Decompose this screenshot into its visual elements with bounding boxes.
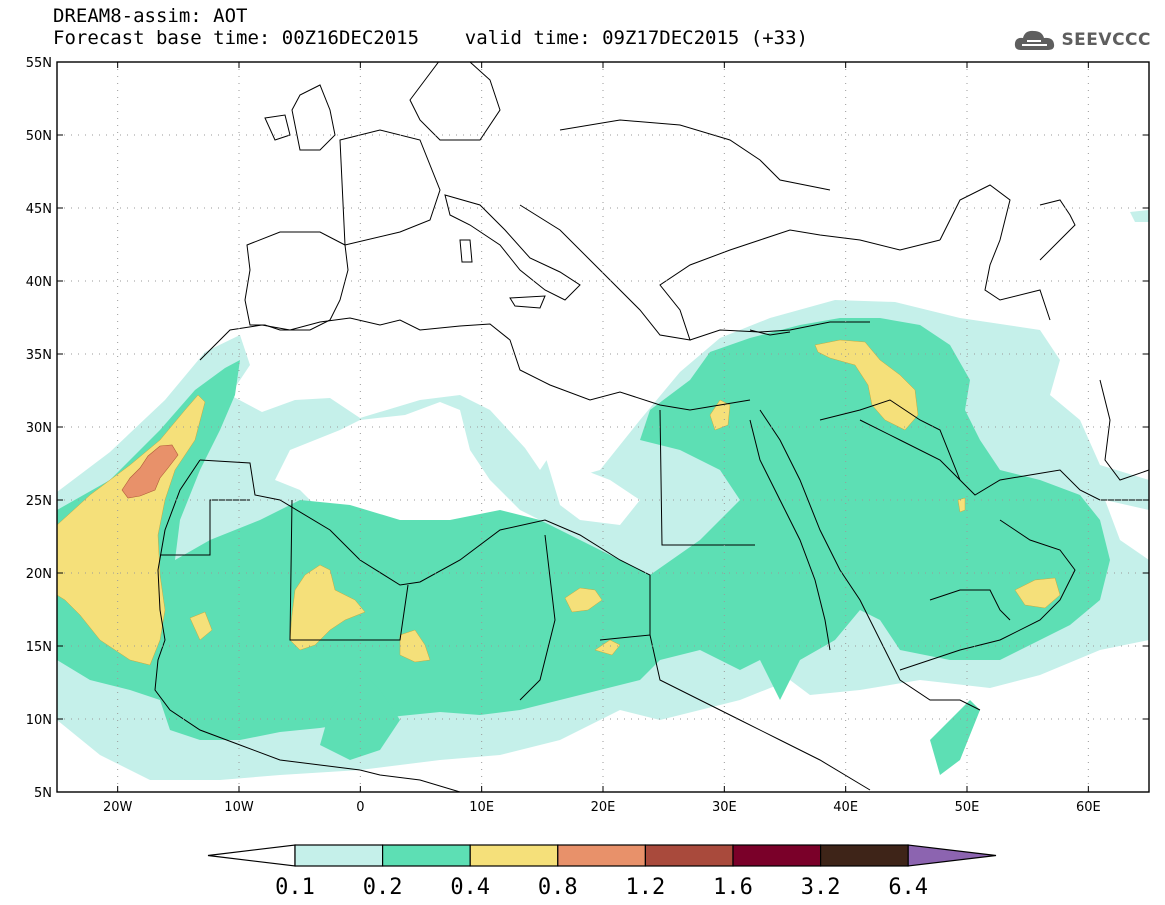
lat-label: 50N: [26, 129, 52, 144]
north-africa-coast: [199, 317, 751, 411]
balkans-turkey-coast: [519, 204, 941, 341]
graticule: [57, 62, 1149, 792]
lat-label: 35N: [26, 348, 52, 363]
lon-label: 60E: [1076, 800, 1101, 815]
colorbar-segment: [644, 844, 734, 867]
map-title: DREAM8-assim: AOT: [53, 5, 248, 27]
coastlines-and-borders: [154, 62, 1149, 792]
seevccc-logo: SEEVCCC: [1013, 26, 1151, 54]
lon-label: 40E: [833, 800, 858, 815]
lat-label: 15N: [26, 640, 52, 655]
kazakhstan-border: [1039, 199, 1076, 261]
iran-pakistan-border: [1099, 379, 1149, 481]
corsica-sardinia-outline: [459, 239, 473, 263]
iberia-outline: [244, 231, 349, 331]
lat-label: 30N: [26, 421, 52, 436]
colorbar-segment: [469, 844, 559, 867]
iraq-border: [819, 399, 961, 481]
latitude-labels: 55N 50N 45N 40N 35N 30N 25N 20N 15N 10N 5N: [26, 56, 52, 801]
red-sea-west-coast: [749, 419, 831, 651]
lon-label: 20E: [591, 800, 616, 815]
lon-label: 0: [356, 800, 364, 815]
colorbar-segment: [557, 844, 646, 867]
sicily-outline: [509, 295, 546, 309]
colorbar-segment: [294, 844, 384, 867]
colorbar-segment: [819, 844, 909, 867]
aot-level-0.8: [121, 444, 179, 499]
lat-label: 40N: [26, 275, 52, 290]
colorbar-label: 6.4: [888, 875, 928, 900]
lat-label: 10N: [26, 713, 52, 728]
lat-label: 55N: [26, 56, 52, 71]
colorbar-label: 3.2: [801, 875, 841, 900]
colorbar-label: 0.4: [450, 875, 490, 900]
forecast-time-line: Forecast base time: 00Z16DEC2015 valid t…: [53, 27, 808, 49]
colorbar-segment: [732, 844, 822, 867]
lat-label: 20N: [26, 567, 52, 582]
lon-label: 50E: [955, 800, 980, 815]
italy-outline: [444, 194, 581, 301]
turkey-south-coast: [689, 321, 870, 341]
colorbar-arrow-low: [207, 844, 296, 867]
lon-label: 10W: [224, 800, 254, 815]
colorbar-label: 0.8: [538, 875, 578, 900]
colorbar-segment: [382, 844, 471, 867]
lat-label: 45N: [26, 202, 52, 217]
colorbar: 0.1 0.2 0.4 0.8 1.2 1.6 3.2 6.4: [207, 844, 997, 900]
lon-label: 20W: [103, 800, 133, 815]
colorbar-arrow-high: [907, 844, 997, 867]
cloud-icon: [1015, 30, 1055, 50]
western-sahara-border: [160, 499, 250, 556]
longitude-labels: 20W 10W 0 10E 20E 30E 40E 50E 60E: [103, 800, 1101, 815]
axis-ticks: [57, 61, 1149, 793]
chad-niger-border: [519, 534, 556, 701]
aot-fields: [57, 210, 1149, 780]
colorbar-label: 0.2: [363, 875, 403, 900]
red-sea-coast: [759, 409, 981, 711]
lon-label: 30E: [712, 800, 737, 815]
colorbar-label: 1.2: [626, 875, 666, 900]
ireland-outline: [264, 114, 291, 141]
sahara-borders: [199, 459, 651, 635]
caspian-outline: [939, 184, 1051, 321]
lat-label: 5N: [34, 786, 52, 801]
colorbar-label: 1.6: [713, 875, 753, 900]
central-africa-border: [599, 634, 871, 791]
gulf-coast: [859, 419, 1149, 501]
logo-text: SEEVCCC: [1061, 30, 1151, 50]
arabia-south-coast: [899, 519, 1076, 671]
saudi-south-border: [929, 589, 1011, 621]
west-africa-coast: [154, 459, 461, 792]
france-outline: [339, 129, 441, 246]
colorbar-label: 0.1: [275, 875, 315, 900]
mali-border: [289, 499, 409, 641]
east-europe-border: [559, 119, 831, 191]
north-europe-outline: [409, 62, 501, 141]
cyprus-outline: [749, 329, 791, 336]
lon-label: 10E: [469, 800, 494, 815]
lat-label: 25N: [26, 494, 52, 509]
britain-outline: [291, 84, 336, 151]
